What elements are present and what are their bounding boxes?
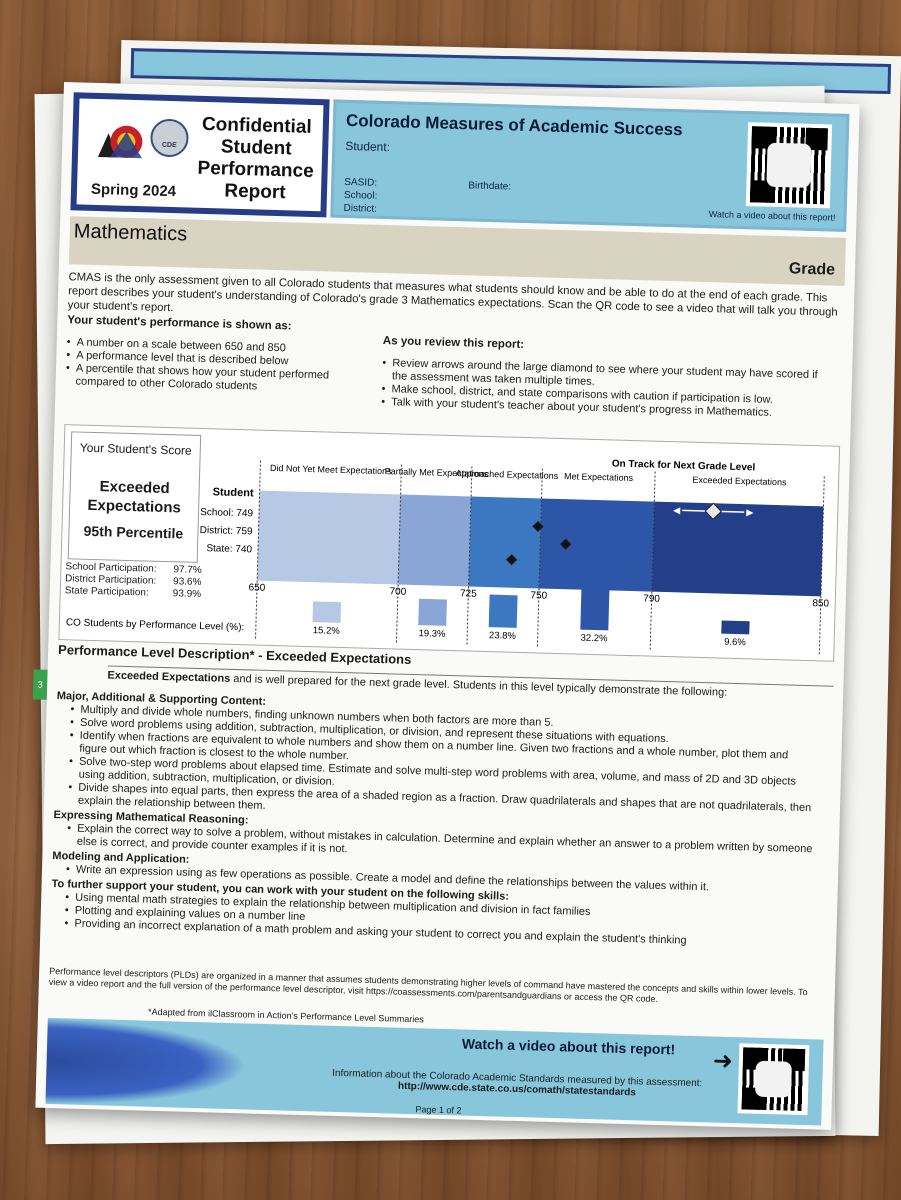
watch-video-link[interactable]: Watch a video about this report!	[461, 1035, 676, 1058]
cut-line	[818, 476, 825, 655]
on-track-label: On Track for Next Grade Level	[612, 458, 756, 473]
error-arrow-left: ◄	[671, 503, 683, 517]
report-page: CDE Confidential Student Performance Rep…	[32, 82, 860, 1130]
subject-title: Mathematics	[73, 220, 188, 246]
cde-seal-icon: CDE	[149, 118, 190, 158]
score-chart-area: Your Student's Score Exceeded Expectatio…	[58, 424, 841, 662]
scale-tick-label: 725	[460, 588, 477, 599]
header-banner: Colorado Measures of Academic Success St…	[330, 99, 850, 232]
swoosh-decoration	[45, 1017, 248, 1110]
level-band	[257, 490, 401, 585]
distribution-bar	[580, 585, 610, 631]
report-title: Confidential Student Performance Report	[197, 113, 314, 204]
scale-tick-label: 700	[389, 586, 406, 597]
cut-line	[395, 464, 402, 643]
birthdate-label: Birthdate:	[468, 180, 512, 193]
sasid-label: SASID:	[344, 176, 378, 189]
level-band	[539, 498, 655, 592]
distribution-value-label: 32.2%	[580, 633, 608, 645]
row-label: State: 740	[206, 543, 252, 555]
footnote: Performance level descriptors (PLDs) are…	[48, 965, 808, 1004]
arrow-icon: ➜	[712, 1047, 734, 1076]
video-link[interactable]: Watch a video about this report!	[708, 209, 836, 223]
scale-tick-label: 790	[643, 593, 660, 604]
performance-chart: 650 700 725 750 790 850 Did Not Yet Meet Expec…	[66, 458, 830, 655]
level-label: Partially Met Expectations	[385, 466, 489, 479]
page-number: Page 1 of 2	[415, 1104, 462, 1116]
level-band	[468, 496, 542, 589]
level-band	[651, 501, 824, 597]
level-label: Exceeded Expectations	[692, 475, 787, 488]
title-box: CDE Confidential Student Performance Rep…	[70, 92, 330, 218]
review-list: Review arrows around the large diamond t…	[381, 357, 832, 422]
row-label: District: 759	[200, 525, 254, 537]
standards-info: Information about the Colorado Academic …	[332, 1068, 702, 1100]
colorado-logo-icon	[97, 125, 143, 159]
pld-lead-bold: Exceeded Expectations	[107, 669, 231, 685]
district-diamond-icon	[559, 538, 572, 550]
student-diamond-icon	[704, 502, 722, 521]
row-label: School: 749	[200, 507, 254, 519]
scale-tick-label: 650	[248, 582, 265, 593]
cut-line	[536, 468, 543, 647]
district-label: District:	[343, 202, 378, 215]
agency-label: CDE	[161, 141, 177, 150]
distribution-value-label: 19.3%	[418, 628, 446, 640]
grade-label: Grade	[788, 260, 836, 279]
row-label: Student	[212, 486, 254, 499]
cut-line	[466, 466, 473, 645]
qr-code-icon[interactable]	[745, 122, 833, 209]
pld-body: Major, Additional & Supporting Content: …	[50, 688, 816, 951]
banner-title: Colorado Measures of Academic Success	[345, 110, 683, 140]
school-diamond-icon	[532, 520, 544, 533]
review-heading: As you review this report:	[382, 335, 525, 351]
cut-line	[255, 460, 262, 639]
level-label: Did Not Yet Meet Expectations	[270, 463, 392, 476]
distribution-bar	[488, 594, 518, 628]
student-label: Student:	[345, 138, 391, 155]
performance-list: A number on a scale between 650 and 850 …	[65, 336, 366, 396]
bars-label: CO Students by Performance Level (%):	[66, 617, 245, 633]
distribution-bar	[418, 598, 447, 626]
scale-tick-label: 850	[812, 598, 829, 609]
level-label: Met Expectations	[564, 471, 634, 483]
school-label: School:	[343, 189, 378, 202]
scale-tick-label: 750	[530, 590, 547, 601]
distribution-value-label: 15.2%	[313, 625, 341, 637]
state-diamond-icon	[505, 553, 518, 566]
distribution-value-label: 9.6%	[724, 637, 747, 649]
qr-code-icon[interactable]	[737, 1043, 810, 1116]
distribution-bar	[721, 620, 750, 635]
side-tab: 3	[32, 669, 48, 700]
distribution-value-label: 23.8%	[489, 630, 517, 642]
distribution-bar	[312, 601, 342, 623]
level-band	[398, 494, 472, 587]
level-label: Approached Expectations	[456, 468, 559, 481]
error-arrow-right: ►	[744, 505, 756, 519]
cut-line	[649, 471, 656, 650]
season-label: Spring 2024	[90, 180, 177, 201]
